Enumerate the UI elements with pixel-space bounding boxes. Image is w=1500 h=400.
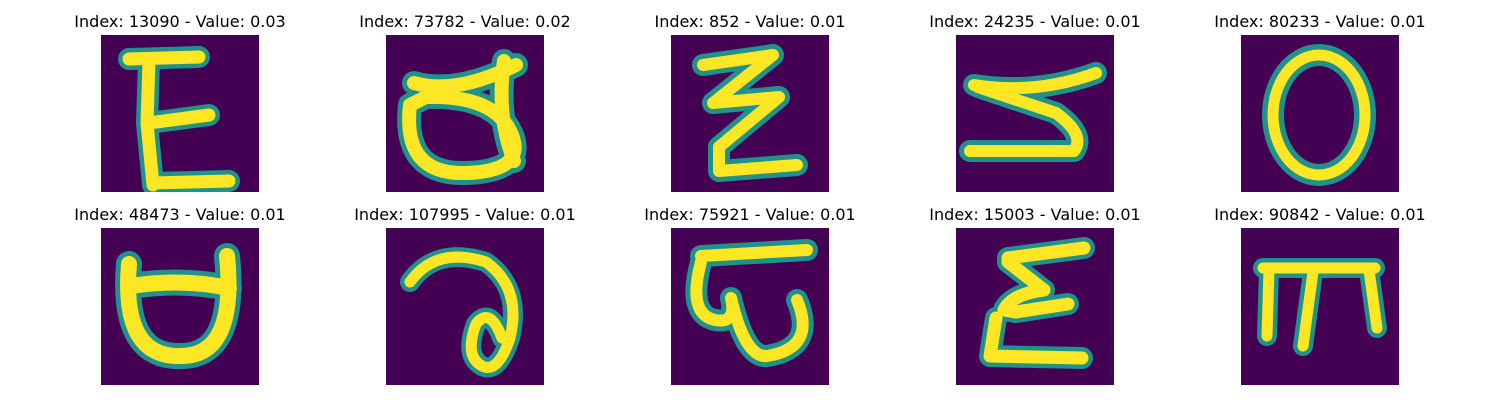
panel-title: Index: 90842 - Value: 0.01: [1214, 205, 1426, 224]
panel-title: Index: 80233 - Value: 0.01: [1214, 12, 1426, 31]
panel-title: Index: 13090 - Value: 0.03: [74, 12, 286, 31]
panel-3: Index: 852 - Value: 0.01: [620, 12, 880, 197]
glyph-image-epsilon: [956, 228, 1114, 385]
panel-4: Index: 24235 - Value: 0.01: [905, 12, 1165, 197]
panel-title: Index: 75921 - Value: 0.01: [644, 205, 856, 224]
panel-6: Index: 48473 - Value: 0.01: [50, 205, 310, 390]
glyph-image-e: [101, 35, 259, 192]
panel-5: Index: 80233 - Value: 0.01: [1190, 12, 1450, 197]
panel-10: Index: 90842 - Value: 0.01: [1190, 205, 1450, 390]
glyph-image-reversed-s: [956, 35, 1114, 192]
glyph-image-o: [1241, 35, 1399, 192]
panel-title: Index: 48473 - Value: 0.01: [74, 205, 286, 224]
panel-1: Index: 13090 - Value: 0.03: [50, 12, 310, 197]
glyph-image-d: [386, 35, 544, 192]
glyph-image-w: [671, 228, 829, 385]
panel-9: Index: 15003 - Value: 0.01: [905, 205, 1165, 390]
panel-7: Index: 107995 - Value: 0.01: [335, 205, 595, 390]
panel-title: Index: 852 - Value: 0.01: [654, 12, 846, 31]
glyph-image-m: [1241, 228, 1399, 385]
panel-title: Index: 24235 - Value: 0.01: [929, 12, 1141, 31]
glyph-image-zigzag: [671, 35, 829, 192]
panel-title: Index: 15003 - Value: 0.01: [929, 205, 1141, 224]
panel-2: Index: 73782 - Value: 0.02: [335, 12, 595, 197]
panel-title: Index: 107995 - Value: 0.01: [354, 205, 576, 224]
panel-8: Index: 75921 - Value: 0.01: [620, 205, 880, 390]
glyph-image-loop: [386, 228, 544, 385]
panel-title: Index: 73782 - Value: 0.02: [359, 12, 571, 31]
glyph-image-cup: [101, 228, 259, 385]
